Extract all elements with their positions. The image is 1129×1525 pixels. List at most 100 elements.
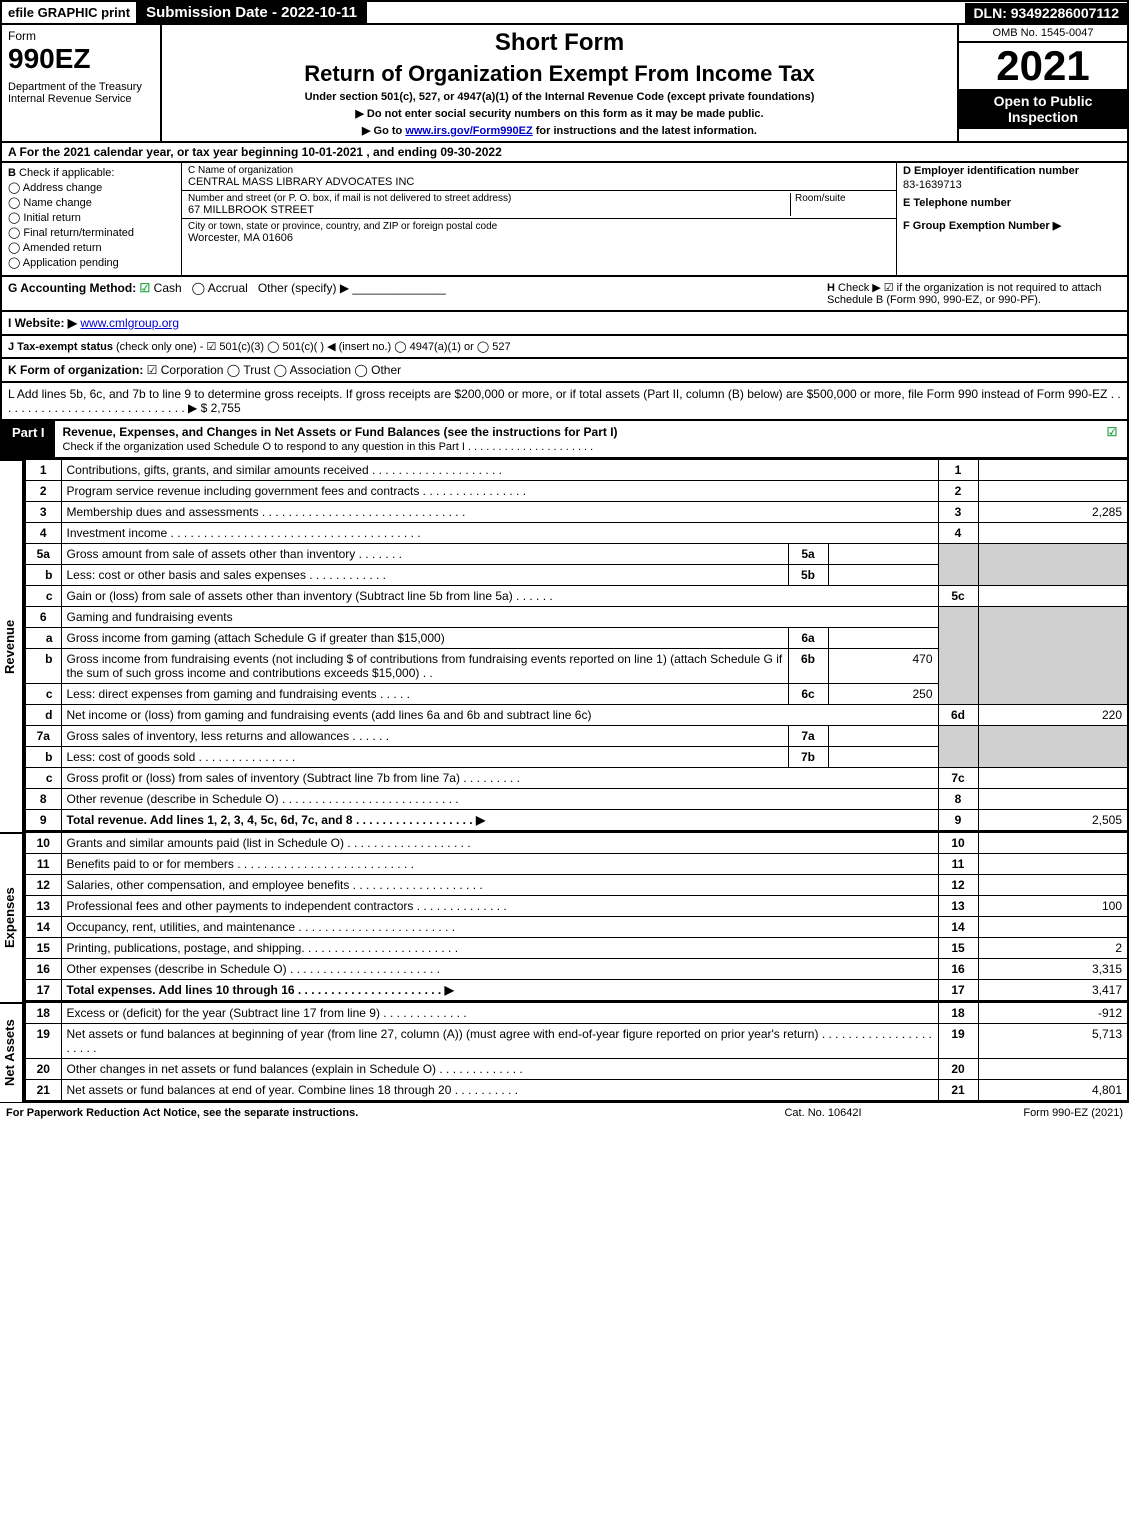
phone-header: E Telephone number [903,197,1121,209]
check-amended-return[interactable]: ◯ Amended return [8,241,175,254]
col-b-label: Check if applicable: [19,167,114,179]
check-cash-icon: ☑ [140,281,151,295]
part-1-label: Part I [2,421,55,457]
line-2: 2Program service revenue including gover… [25,481,1128,502]
row-a-tax-year: A For the 2021 calendar year, or tax yea… [0,143,1129,163]
j-label: J Tax-exempt status [8,341,113,353]
net-assets-section-label: Net Assets [0,1002,24,1102]
efile-label[interactable]: efile GRAPHIC print [2,3,136,22]
part-1-checkline: Check if the organization used Schedule … [63,441,594,453]
part1-check-icon: ☑ [1107,425,1118,439]
g-accrual: Accrual [208,281,248,295]
room-header: Room/suite [795,193,890,204]
j-text: (check only one) - ☑ 501(c)(3) ◯ 501(c)(… [116,341,511,353]
line-5c: cGain or (loss) from sale of assets othe… [25,586,1128,607]
column-b-checks: B Check if applicable: ◯ Address change … [2,163,182,275]
form-number: 990EZ [8,43,154,75]
expenses-table: 10Grants and similar amounts paid (list … [24,832,1129,1002]
line-8: 8Other revenue (describe in Schedule O) … [25,789,1128,810]
expenses-section-label: Expenses [0,832,24,1002]
line-4: 4Investment income . . . . . . . . . . .… [25,523,1128,544]
check-initial-return[interactable]: ◯ Initial return [8,211,175,224]
org-name: CENTRAL MASS LIBRARY ADVOCATES INC [188,176,890,188]
check-final-return[interactable]: ◯ Final return/terminated [8,226,175,239]
city-state-zip: Worcester, MA 01606 [188,232,890,244]
line-7a: 7aGross sales of inventory, less returns… [25,726,1128,747]
accounting-method-row: G Accounting Method: ☑ Cash ◯ Accrual Ot… [0,277,1129,312]
dln-label: DLN: 93492286007112 [965,3,1127,23]
department-label: Department of the Treasury Internal Reve… [8,81,154,105]
l-text: L Add lines 5b, 6c, and 7b to line 9 to … [8,387,1121,415]
paperwork-reduction-notice: For Paperwork Reduction Act Notice, see … [6,1107,723,1119]
omb-number: OMB No. 1545-0047 [959,25,1127,43]
instr2-suffix: for instructions and the latest informat… [533,125,757,137]
h-schedule-b-check: H Check ▶ ☑ if the organization is not r… [821,281,1121,306]
part-1-header: Part I Revenue, Expenses, and Changes in… [0,421,1129,459]
line-19: 19Net assets or fund balances at beginni… [25,1024,1128,1059]
line-6: 6Gaming and fundraising events [25,607,1128,628]
form-version: Form 990-EZ (2021) [923,1107,1123,1119]
website-link[interactable]: www.cmlgroup.org [80,316,179,330]
line-11: 11Benefits paid to or for members . . . … [25,854,1128,875]
group-exemption-header: F Group Exemption Number ▶ [903,219,1121,232]
title-short-form: Short Form [170,29,949,57]
line-6d: dNet income or (loss) from gaming and fu… [25,705,1128,726]
line-7c: cGross profit or (loss) from sales of in… [25,768,1128,789]
page-footer: For Paperwork Reduction Act Notice, see … [0,1102,1129,1123]
org-name-header: C Name of organization [188,165,890,176]
line-13: 13Professional fees and other payments t… [25,896,1128,917]
revenue-section-label: Revenue [0,459,24,832]
part-1-title: Revenue, Expenses, and Changes in Net As… [63,425,618,439]
tax-exempt-row: J Tax-exempt status (check only one) - ☑… [0,336,1129,359]
title-column: Short Form Return of Organization Exempt… [162,25,957,141]
website-row: I Website: ▶ www.cmlgroup.org [0,312,1129,336]
line-17: 17Total expenses. Add lines 10 through 1… [25,980,1128,1002]
inspection-label: Open to Public Inspection [959,89,1127,129]
line-3: 3Membership dues and assessments . . . .… [25,502,1128,523]
ein-header: D Employer identification number [903,165,1121,177]
street-address: 67 MILLBROOK STREET [188,204,790,216]
check-name-change[interactable]: ◯ Name change [8,196,175,209]
title-subtext: Under section 501(c), 527, or 4947(a)(1)… [170,91,949,103]
instruction-1: ▶ Do not enter social security numbers o… [170,107,949,120]
k-label: K Form of organization: [8,363,143,377]
instr2-prefix: ▶ Go to [362,125,405,137]
tax-year: 2021 [959,43,1127,89]
form-header: Form 990EZ Department of the Treasury In… [0,25,1129,143]
line-12: 12Salaries, other compensation, and empl… [25,875,1128,896]
line-1: 1Contributions, gifts, grants, and simil… [25,460,1128,481]
check-address-change[interactable]: ◯ Address change [8,181,175,194]
instruction-2: ▶ Go to www.irs.gov/Form990EZ for instru… [170,124,949,137]
form-of-org-row: K Form of organization: ☑ Corporation ◯ … [0,359,1129,383]
line-14: 14Occupancy, rent, utilities, and mainte… [25,917,1128,938]
line-10: 10Grants and similar amounts paid (list … [25,833,1128,854]
submission-date: Submission Date - 2022-10-11 [136,2,367,23]
h-label: H [827,282,835,294]
line-9: 9Total revenue. Add lines 1, 2, 3, 4, 5c… [25,810,1128,832]
g-other: Other (specify) ▶ [258,281,349,295]
gross-receipts-row: L Add lines 5b, 6c, and 7b to line 9 to … [0,383,1129,421]
catalog-number: Cat. No. 10642I [723,1107,923,1119]
line-16: 16Other expenses (describe in Schedule O… [25,959,1128,980]
form-label: Form [8,29,154,43]
col-b-header: B [8,167,16,179]
year-column: OMB No. 1545-0047 2021 Open to Public In… [957,25,1127,141]
line-20: 20Other changes in net assets or fund ba… [25,1059,1128,1080]
i-label: I Website: ▶ [8,316,77,330]
net-assets-table: 18Excess or (deficit) for the year (Subt… [24,1002,1129,1102]
line-15: 15Printing, publications, postage, and s… [25,938,1128,959]
instructions-link[interactable]: www.irs.gov/Form990EZ [405,125,532,137]
top-bar: efile GRAPHIC print Submission Date - 20… [0,0,1129,25]
check-application-pending[interactable]: ◯ Application pending [8,256,175,269]
g-cash: Cash [154,281,182,295]
line-21: 21Net assets or fund balances at end of … [25,1080,1128,1102]
line-18: 18Excess or (deficit) for the year (Subt… [25,1003,1128,1024]
h-text: Check ▶ ☑ if the organization is not req… [827,282,1102,306]
form-id-column: Form 990EZ Department of the Treasury In… [2,25,162,141]
title-main: Return of Organization Exempt From Incom… [170,61,949,87]
street-header: Number and street (or P. O. box, if mail… [188,193,790,204]
g-label: G Accounting Method: [8,281,136,295]
column-c-name-address: C Name of organization CENTRAL MASS LIBR… [182,163,897,275]
city-header: City or town, state or province, country… [188,221,890,232]
ein-value: 83-1639713 [903,179,1121,191]
